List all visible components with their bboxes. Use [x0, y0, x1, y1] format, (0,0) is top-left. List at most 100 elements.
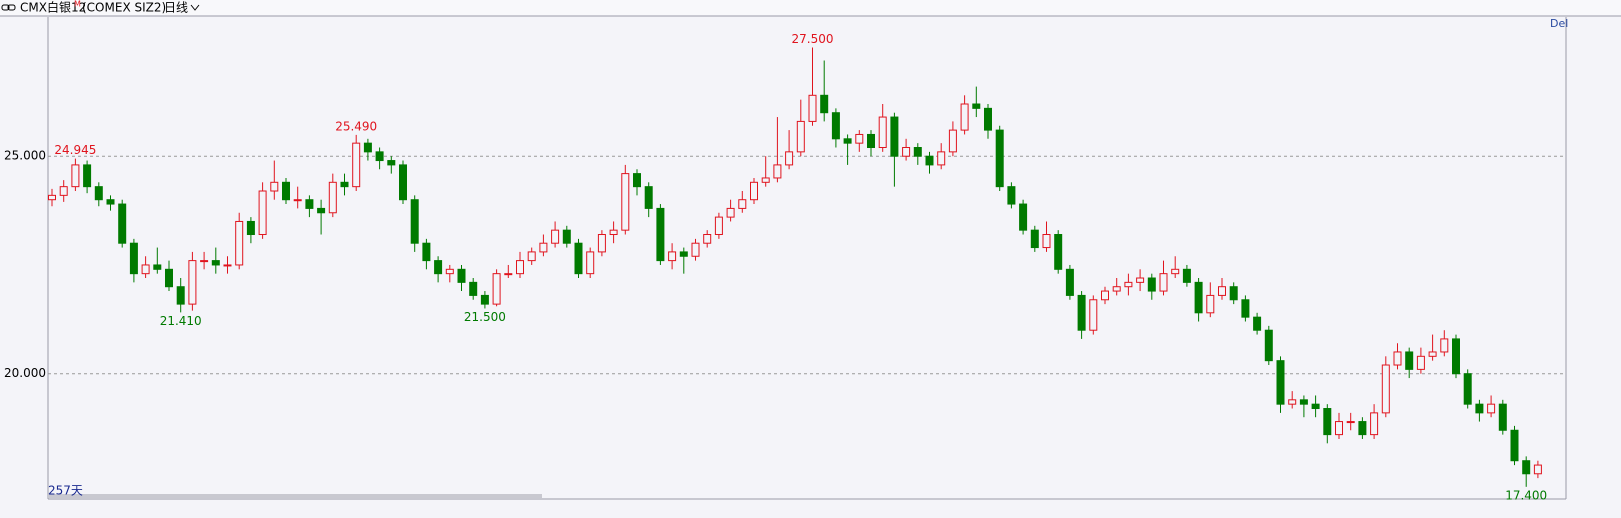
candle-body — [141, 264, 150, 275]
extreme-label: 27.500 — [792, 32, 834, 46]
candle-body — [387, 160, 396, 166]
candle-body — [1264, 329, 1273, 362]
candle-body — [773, 164, 782, 179]
candle-body — [1428, 351, 1437, 357]
candle-body — [1510, 429, 1519, 462]
period-selector[interactable]: 日线 — [164, 1, 188, 15]
candle-body — [375, 151, 384, 162]
candle-body — [1533, 464, 1542, 475]
candle-body — [1370, 412, 1379, 436]
candle-body — [703, 234, 712, 244]
candle-body — [1112, 286, 1121, 292]
candle-body — [235, 220, 244, 266]
candle-body — [270, 181, 279, 192]
candle-body — [1346, 421, 1355, 424]
candle-body — [1358, 421, 1367, 436]
candle-body — [1159, 273, 1168, 292]
candle-body — [1323, 408, 1332, 436]
candle-body — [714, 216, 723, 236]
y-tick-label: 25.000 — [4, 149, 46, 163]
candle-body — [984, 107, 992, 131]
candle-body — [1136, 277, 1145, 283]
candle-body — [434, 260, 443, 275]
candle-body — [1452, 338, 1460, 375]
candle-body — [621, 173, 630, 231]
period-arrow[interactable] — [190, 4, 200, 11]
candle-body — [796, 120, 805, 153]
candle-body — [902, 147, 911, 157]
scrollbar[interactable] — [48, 494, 542, 498]
link-icon — [1, 4, 16, 11]
candle-body — [399, 164, 407, 201]
candle-body — [562, 229, 571, 244]
candle-body — [188, 260, 197, 305]
corner-label: Del — [1550, 17, 1568, 30]
candle-body — [1276, 360, 1285, 405]
candle-body — [94, 186, 103, 201]
candle-body — [223, 264, 232, 267]
candle-body — [1487, 403, 1496, 414]
footer-label: 257天 — [48, 484, 83, 498]
candle-body — [1206, 294, 1215, 314]
candle-body — [165, 268, 173, 288]
candle-body — [738, 199, 747, 209]
chart-subtitle: (COMEX SIZ2) — [82, 1, 166, 15]
candle-body — [726, 207, 735, 218]
candle-body — [527, 251, 536, 262]
candle-body — [1405, 351, 1414, 370]
candle-body — [948, 129, 957, 153]
candle-body — [83, 164, 92, 188]
candle-body — [1042, 234, 1051, 249]
candle-body — [1171, 268, 1180, 275]
extreme-label: 17.400 — [1505, 488, 1547, 502]
candle-body — [820, 94, 829, 114]
candle-body — [1124, 281, 1133, 288]
candle-body — [574, 242, 583, 275]
candle-body — [328, 181, 337, 214]
candle-body — [1054, 234, 1063, 270]
candle-body — [1381, 364, 1390, 414]
candle-body — [691, 242, 700, 257]
chart-title: CMX白银12 — [20, 0, 86, 15]
extreme-label: 21.410 — [160, 314, 202, 328]
candle-body — [153, 264, 162, 270]
candle-body — [1065, 268, 1074, 296]
candle-body — [878, 116, 887, 149]
candle-body — [586, 251, 595, 275]
candle-body — [1311, 403, 1320, 410]
candle-body — [1393, 351, 1402, 366]
candle-body — [48, 194, 56, 201]
candle-body — [1463, 373, 1472, 405]
candle-body — [516, 260, 524, 275]
candle-body — [750, 181, 758, 201]
candle-body — [913, 147, 922, 157]
candle-body — [785, 151, 794, 166]
candle-body — [1218, 286, 1226, 296]
y-tick-label: 20.000 — [4, 366, 46, 380]
candle-body — [457, 268, 466, 283]
candle-body — [644, 186, 653, 209]
candle-body — [831, 112, 840, 140]
candle-body — [1253, 316, 1262, 331]
candle-body — [1101, 290, 1109, 301]
candle-body — [1007, 186, 1016, 205]
header-bar — [0, 0, 1621, 16]
candle-body — [492, 273, 501, 305]
candle-body — [1077, 294, 1086, 331]
candle-body — [539, 242, 548, 253]
candle-body — [293, 199, 302, 202]
candle-body — [551, 229, 560, 244]
candle-body — [609, 229, 618, 236]
candle-body — [1299, 399, 1308, 405]
candle-body — [258, 190, 267, 236]
candle-body — [597, 234, 606, 253]
candle-body — [504, 273, 513, 276]
candle-body — [679, 251, 688, 257]
extreme-label: 24.945 — [54, 143, 96, 157]
candle-body — [1194, 281, 1203, 314]
candle-body — [1089, 299, 1098, 331]
candle-body — [633, 173, 641, 188]
candle-body — [118, 203, 127, 244]
candle-body — [855, 133, 864, 144]
candle-body — [211, 260, 220, 266]
